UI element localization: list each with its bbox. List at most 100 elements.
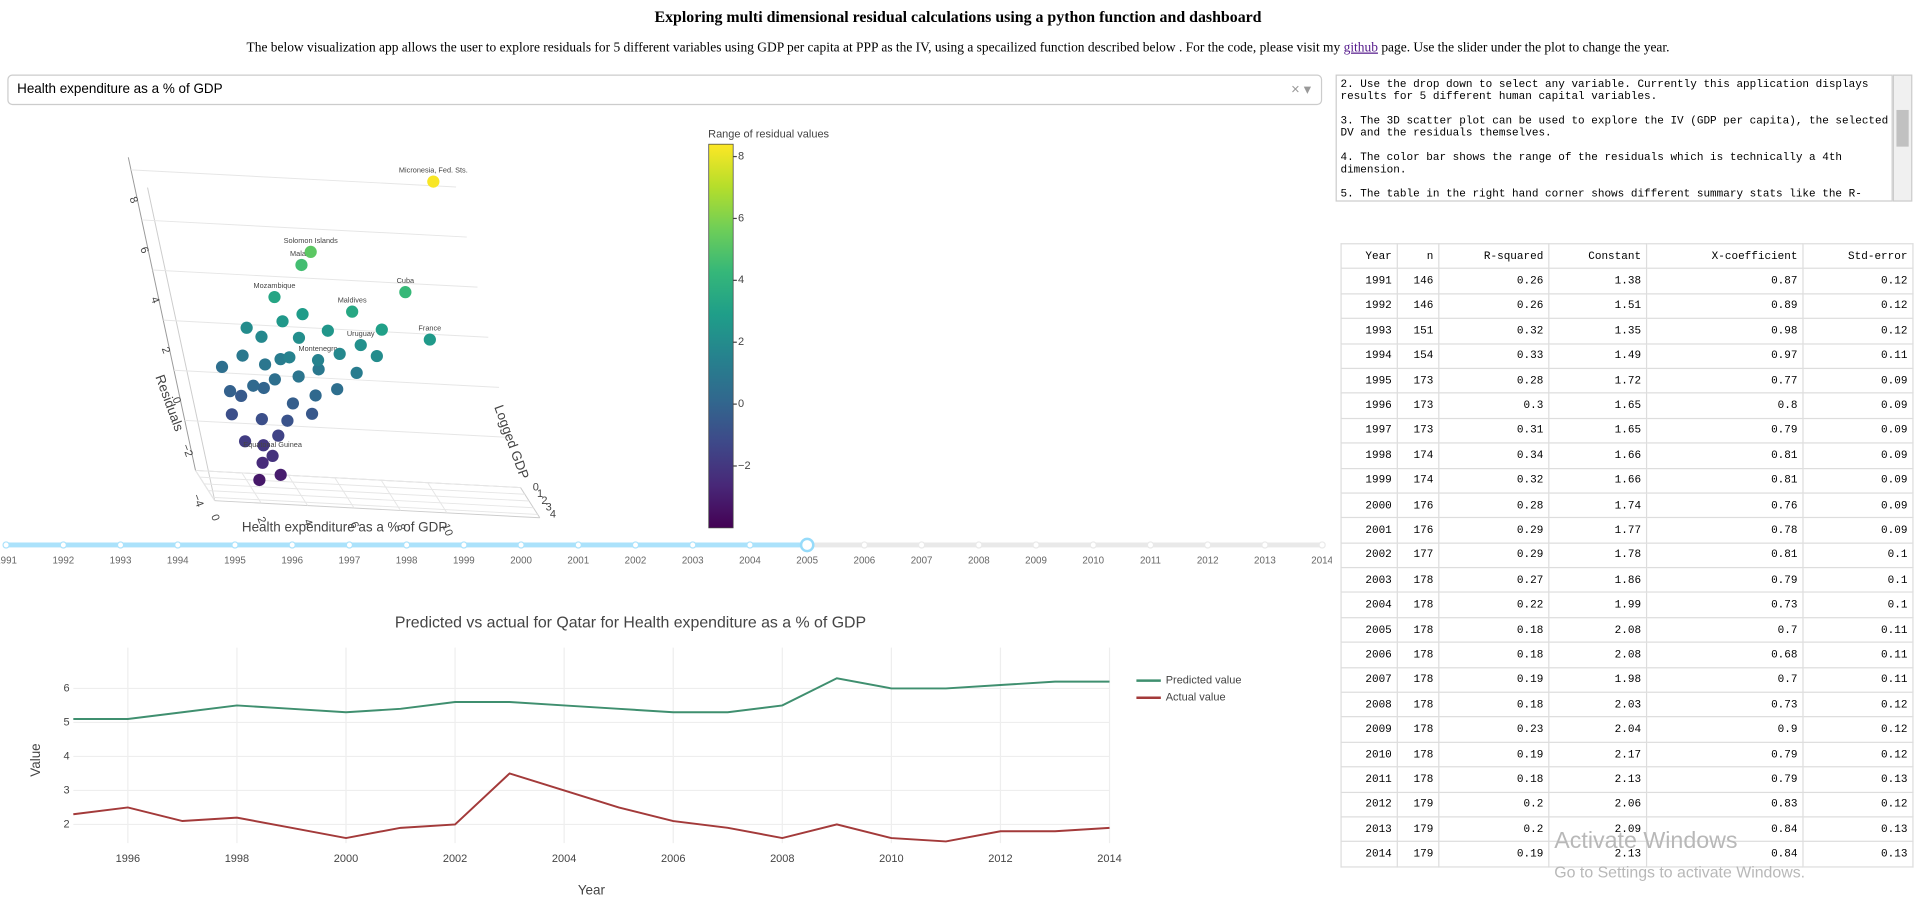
slider-dot [402,541,411,549]
scatter-point [255,330,268,343]
table-cell: 0.11 [1802,641,1914,668]
table-cell: 0.18 [1438,766,1550,793]
slider-dot [345,541,354,549]
slider-dot [1089,541,1097,549]
table-cell: 179 [1396,816,1440,843]
grid-line [287,475,309,506]
table-cell: 2011 [1340,766,1398,793]
slider-handle[interactable] [799,537,815,553]
z-axis-title: Residuals [152,373,186,434]
slider-mark-label: 2002 [625,555,647,566]
x-tick-label: 2006 [661,853,685,865]
point-label: Malawi [290,249,313,258]
table-cell: 0.19 [1438,841,1550,868]
table-cell: 1994 [1340,342,1398,369]
grid-line [334,477,355,509]
table-cell: 0.18 [1438,641,1550,668]
y-tick-label: 1 [537,488,543,500]
x-tick-label: 1998 [225,853,249,865]
table-cell: 0.77 [1645,367,1804,394]
table-cell: 1.74 [1548,492,1648,519]
table-cell: 0.28 [1438,367,1550,394]
table-cell: 0.12 [1802,716,1914,743]
grid-line [130,169,457,188]
table-cell: 0.68 [1645,641,1804,668]
slider-dot [460,541,468,549]
scrollbar[interactable] [1892,74,1913,202]
table-cell: 178 [1396,616,1440,644]
slider-dot [746,541,754,549]
point-label: Micronesia, Fed. Sts. [399,166,468,175]
table-cell: 0.12 [1802,741,1914,768]
header-row: Year n R-squared Constant X-coefficient Std-e… [1340,243,1914,270]
grid-line [152,269,478,288]
grid-line [208,490,534,509]
slider-mark-label: 2014 [1311,555,1332,566]
table-cell: 0.9 [1645,716,1804,743]
table-row: 2003 178 0.27 1.86 0.79 0.1 [1340,567,1914,594]
table-cell: 0.79 [1645,567,1804,594]
z-tick-label: 2 [159,345,172,355]
table-cell: 178 [1396,741,1440,768]
scatter-point [333,347,346,360]
table-cell: 2.08 [1548,616,1648,644]
column-header: Constant [1548,243,1648,270]
slider-mark-label: 1996 [281,555,303,566]
table-cell: 0.79 [1645,741,1804,768]
table-cell: 0.28 [1438,492,1550,519]
table-cell: 1.38 [1548,268,1648,295]
table-cell: 179 [1396,791,1440,818]
table-cell: 1.66 [1548,442,1648,469]
line-series [73,677,1110,721]
table-cell: 1.65 [1548,392,1648,419]
table-row: 1993 151 0.32 1.35 0.98 0.12 [1340,317,1914,345]
slider-mark-label: 2009 [1025,555,1047,566]
slider-dot [1032,541,1040,549]
table-cell: 0.32 [1438,317,1550,345]
x-tick-label: 2008 [770,853,794,865]
colorbar [708,143,734,529]
colorbar-tick-label: 0 [738,398,744,410]
legend-label[interactable]: Actual value [1166,692,1226,704]
colorbar-tick-label: 2 [738,336,744,348]
table-row: 2014 179 0.19 2.13 0.84 0.13 [1340,841,1914,868]
x-tick-label: 10 [439,522,454,538]
github-link[interactable]: github [1343,40,1378,55]
table-cell: 0.7 [1645,616,1804,644]
watermark: Activate Windows [1554,828,1738,855]
scatter-point [223,385,237,398]
slider-dot [231,541,239,549]
table-cell: 1998 [1340,442,1398,469]
variable-dropdown[interactable]: Health expenditure as a % of GDP × ▾ [7,74,1323,106]
table-cell: 0.34 [1438,442,1550,469]
chart-title: Predicted vs actual for Qatar for Health… [395,614,866,631]
instruction: 3. The 3D scatter plot can be used to ex… [1340,114,1889,140]
table-row: 2007 178 0.19 1.98 0.7 0.11 [1340,666,1914,693]
table-cell: 2.17 [1548,741,1648,768]
slider-dot [2,541,10,549]
scatter-point [274,468,287,481]
scatter-point [423,333,436,346]
y-tick-label: 4 [550,508,556,520]
table-cell: 0.09 [1802,367,1914,394]
table-cell: 0.12 [1802,268,1914,295]
scatter-point [312,363,325,376]
table-cell: 154 [1396,342,1440,369]
z-tick-label: 8 [127,195,140,205]
scatter-point [238,435,252,448]
slider-dot [59,541,67,549]
dropdown-controls[interactable]: × ▾ [1291,80,1312,98]
slider-mark-label: 2004 [739,555,761,566]
scatter-point [305,407,319,420]
colorbar-tick-label: 8 [738,150,744,162]
scroll-thumb[interactable] [1896,109,1909,147]
slider-dot [689,541,697,549]
table-row: 2010 178 0.19 2.17 0.79 0.12 [1340,741,1914,768]
slider-mark-label: 1992 [52,555,74,566]
slider-mark-label: 1991 [0,555,17,566]
instructions-box[interactable]: 2. Use the drop down to select any varia… [1335,74,1893,202]
legend-label[interactable]: Predicted value [1166,675,1242,687]
scatter-point [375,323,388,336]
scatter-point [311,354,325,367]
